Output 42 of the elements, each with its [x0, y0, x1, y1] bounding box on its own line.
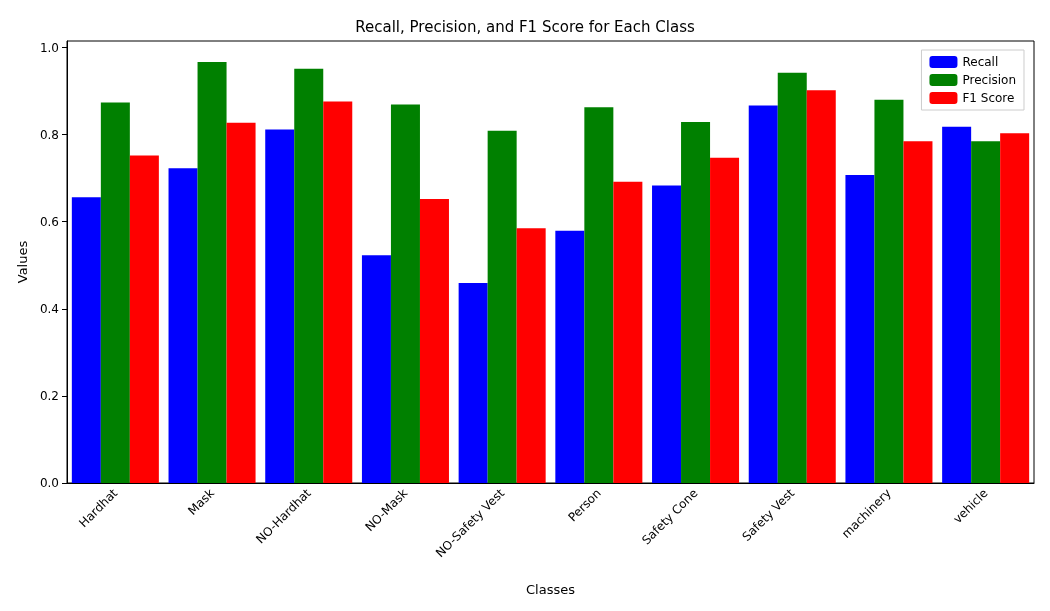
bar	[71, 197, 101, 483]
bar	[681, 122, 711, 483]
y-tick-label: 0.6	[39, 214, 59, 229]
bar	[516, 228, 546, 483]
bar	[458, 283, 488, 483]
y-tick-label: 0.4	[39, 301, 59, 316]
bar	[971, 141, 1001, 483]
bar	[419, 199, 449, 483]
bar	[100, 102, 130, 483]
y-axis-title: Values	[15, 240, 30, 284]
bar	[555, 230, 585, 483]
bar	[806, 90, 836, 483]
bar	[874, 99, 904, 483]
bar	[710, 157, 740, 483]
y-tick-label: 0.8	[39, 127, 59, 142]
bar	[845, 175, 875, 483]
bar	[129, 155, 159, 483]
bar	[748, 105, 778, 483]
bar	[226, 122, 256, 483]
bar	[487, 130, 517, 483]
x-axis-title: Classes	[526, 582, 576, 597]
bar	[903, 141, 933, 483]
y-tick-label: 0.2	[39, 388, 59, 403]
chart-title: Recall, Precision, and F1 Score for Each Class	[355, 17, 695, 36]
bar	[613, 181, 643, 483]
bar	[777, 72, 807, 483]
y-tick-label: 0.0	[39, 476, 59, 490]
bar	[361, 255, 391, 483]
legend-label: Precision	[962, 73, 1016, 87]
bar	[323, 101, 353, 483]
legend-label: F1 Score	[962, 91, 1015, 105]
bar	[265, 129, 295, 483]
bar	[168, 168, 198, 483]
bar	[652, 185, 682, 483]
bar	[584, 107, 614, 483]
bar	[197, 61, 227, 483]
bar	[1000, 133, 1030, 483]
bar	[942, 126, 972, 483]
bar	[294, 68, 324, 483]
y-tick-label: 1.0	[39, 40, 59, 55]
bar	[390, 104, 420, 483]
legend-label: Recall	[962, 55, 999, 69]
